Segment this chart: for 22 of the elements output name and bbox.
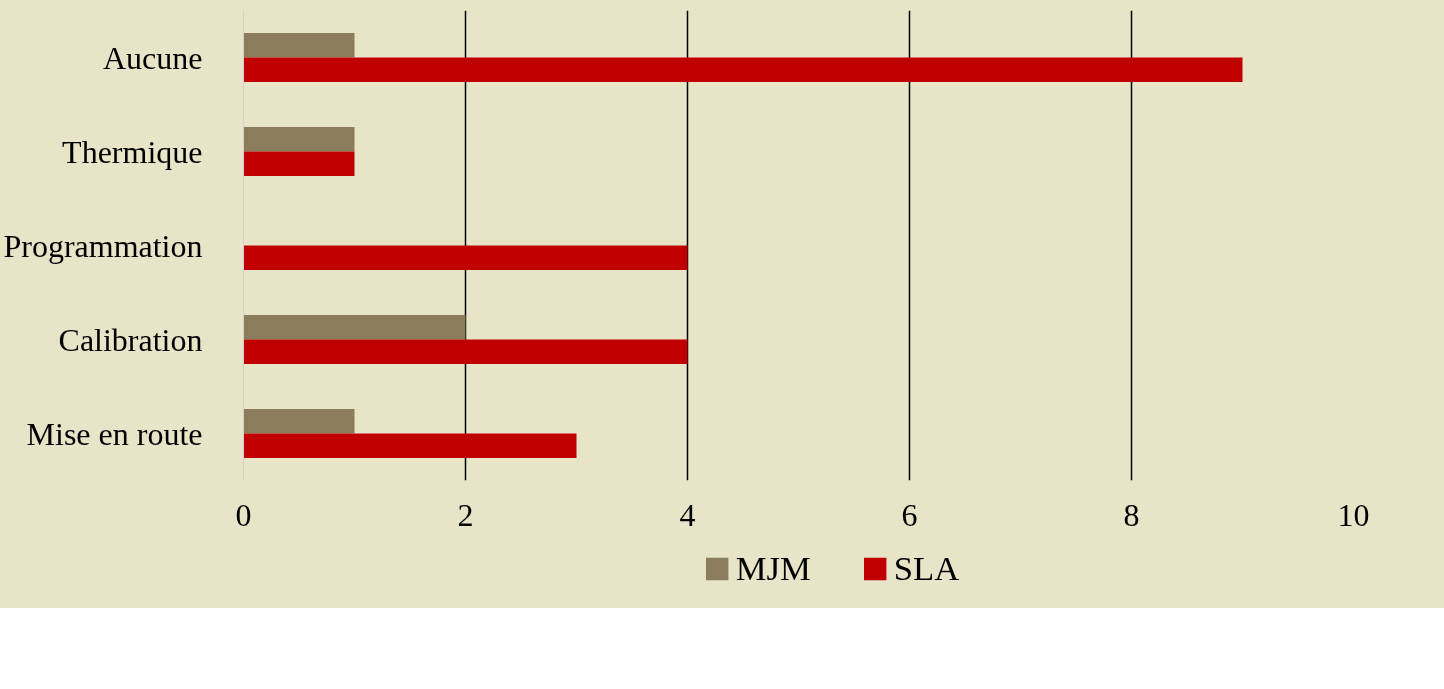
- bar: [243, 33, 355, 58]
- legend-label: MJM: [735, 548, 811, 588]
- y-tick-label: Aucune: [102, 39, 203, 76]
- x-tick-label: 6: [901, 496, 918, 533]
- x-tick-label: 2: [457, 496, 474, 533]
- y-tick-label: Thermique: [62, 133, 203, 170]
- x-tick-label: 0: [235, 496, 252, 533]
- x-tick-label: 4: [679, 496, 696, 533]
- bar: [243, 57, 1243, 82]
- bar: [243, 151, 355, 176]
- bar: [243, 339, 688, 364]
- bar: [243, 433, 577, 458]
- x-tick-label: 10: [1337, 496, 1370, 533]
- y-tick-label: Programmation: [3, 227, 203, 264]
- bar: [243, 245, 688, 270]
- x-tick-label: 8: [1123, 496, 1140, 533]
- y-tick-label: Calibration: [58, 321, 203, 358]
- legend-label: SLA: [893, 548, 960, 588]
- bar: [243, 127, 355, 152]
- bar: [243, 315, 466, 340]
- bar: [243, 409, 355, 434]
- y-tick-label: Mise en route: [26, 415, 203, 452]
